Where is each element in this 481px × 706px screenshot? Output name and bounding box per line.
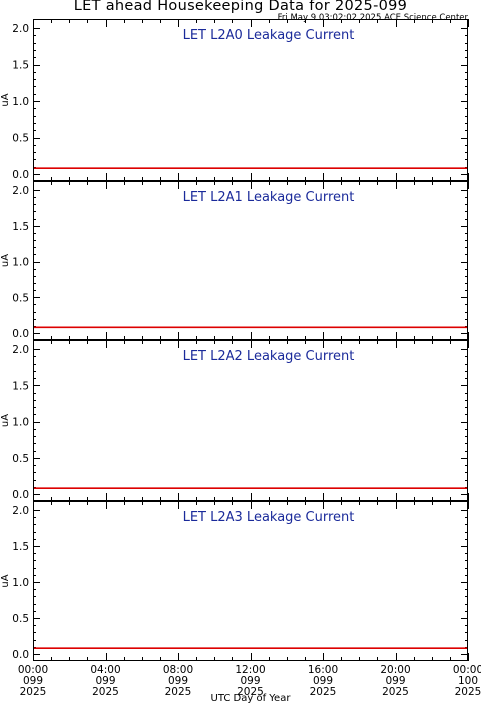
x-tick-label: 2025 xyxy=(310,686,337,698)
y-tick-label: 1.5 xyxy=(12,380,29,392)
panel-0: 0.0 0.5 1.0 1.5 2.0 uA LET L2A0 Leakage Curren… xyxy=(0,19,469,181)
y-tick-label: 2.0 xyxy=(12,23,29,35)
x-tick-label: 2025 xyxy=(92,686,119,698)
x-tick-label: 00:00 xyxy=(453,664,481,676)
x-axis-label: UTC Day of Year xyxy=(211,693,292,704)
panel-title: LET L2A2 Leakage Current xyxy=(183,349,355,364)
panel-title: LET L2A3 Leakage Current xyxy=(183,510,355,525)
y-tick-label: 0.0 xyxy=(12,649,29,661)
x-tick-label: 16:00 xyxy=(308,664,338,676)
y-tick-label: 0.0 xyxy=(12,169,29,181)
panel-1: 0.0 0.5 1.0 1.5 2.0 uA LET L2A1 Leakage Curren… xyxy=(0,181,469,340)
y-tick-label: 1.0 xyxy=(12,577,29,589)
y-tick-label: 1.5 xyxy=(12,541,29,553)
y-axis-label: uA xyxy=(0,254,11,267)
x-tick-label: 099 xyxy=(313,675,333,687)
y-tick-label: 0.5 xyxy=(12,613,29,625)
x-tick-label: 2025 xyxy=(165,686,192,698)
x-tick-label: 099 xyxy=(95,675,115,687)
x-tick-label: 2025 xyxy=(455,686,481,698)
panel-title: LET L2A1 Leakage Current xyxy=(183,190,355,205)
y-tick-label: 1.5 xyxy=(12,221,29,233)
panel-title: LET L2A0 Leakage Current xyxy=(183,28,355,43)
y-axis-label: uA xyxy=(0,414,11,427)
y-tick-label: 1.0 xyxy=(12,417,29,429)
x-tick-label: 2025 xyxy=(237,686,264,698)
panel-frame xyxy=(33,19,468,181)
y-tick-label: 1.5 xyxy=(12,60,29,72)
y-tick-label: 2.0 xyxy=(12,505,29,517)
x-tick-label: 099 xyxy=(240,675,260,687)
x-tick-label: 00:00 xyxy=(18,664,48,676)
x-tick-label: 08:00 xyxy=(163,664,193,676)
panel-frame xyxy=(33,181,468,340)
x-tick-label: 20:00 xyxy=(380,664,410,676)
x-tick-label: 2025 xyxy=(20,686,47,698)
panel-2: 0.0 0.5 1.0 1.5 2.0 uA LET L2A2 Leakage Curren… xyxy=(0,340,469,501)
x-tick-label: 04:00 xyxy=(90,664,120,676)
y-tick-label: 0.0 xyxy=(12,489,29,501)
panel-3: 0.0 0.5 1.0 1.5 2.0 uA LET L2A3 Leakage Curren… xyxy=(0,501,469,661)
y-tick-label: 2.0 xyxy=(12,344,29,356)
panel-frame xyxy=(33,340,468,501)
panel-frame xyxy=(33,501,468,661)
y-tick-label: 0.5 xyxy=(12,453,29,465)
y-tick-label: 0.0 xyxy=(12,328,29,340)
generation-timestamp: Fri May 9 03:02:02 2025 ACE Science Cent… xyxy=(277,13,468,23)
y-tick-label: 1.0 xyxy=(12,96,29,108)
x-tick-label: 099 xyxy=(168,675,188,687)
y-axis-label: uA xyxy=(0,93,11,106)
y-tick-label: 1.0 xyxy=(12,257,29,269)
x-tick-label: 099 xyxy=(385,675,405,687)
x-tick-label: 2025 xyxy=(382,686,409,698)
x-tick-label: 12:00 xyxy=(235,664,265,676)
x-tick-label: 099 xyxy=(23,675,43,687)
y-tick-label: 0.5 xyxy=(12,292,29,304)
page-title: LET ahead Housekeeping Data for 2025-099 xyxy=(73,0,408,14)
y-axis-label: uA xyxy=(0,574,11,587)
y-tick-label: 2.0 xyxy=(12,185,29,197)
y-tick-label: 0.5 xyxy=(12,133,29,145)
x-tick-label: 100 xyxy=(458,675,478,687)
